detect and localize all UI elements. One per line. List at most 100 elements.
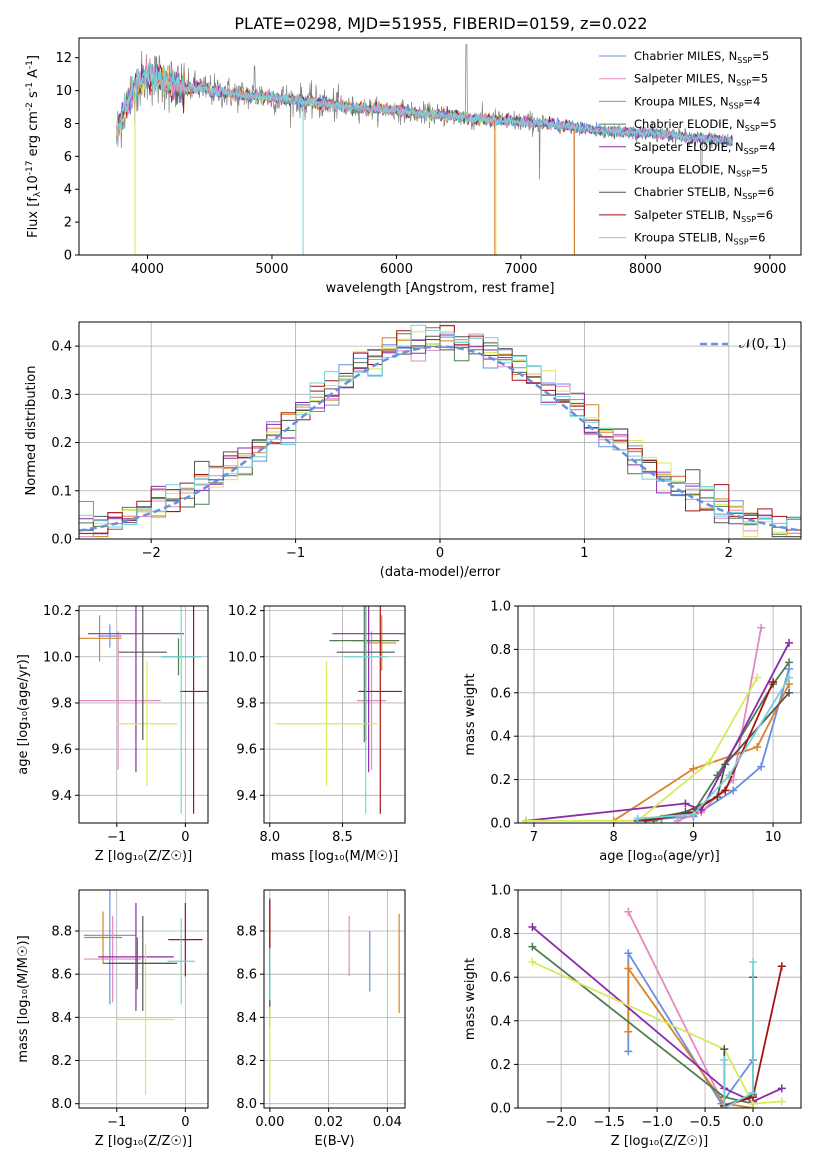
legend-name: Kroupa ELODIE, N bbox=[634, 163, 736, 177]
x-axis-label: E(B-V) bbox=[314, 1134, 354, 1149]
plot-area-weight_vs_Z bbox=[528, 907, 786, 1108]
legend-entry: Chabrier MILES, NSSP=5 bbox=[634, 49, 769, 65]
weight-marker bbox=[721, 760, 730, 769]
y-axis-label: mass weight bbox=[463, 958, 478, 1040]
y-tick-label: 8.2 bbox=[236, 1054, 257, 1069]
y-axis-label-part: -17 bbox=[25, 161, 35, 176]
weight-marker bbox=[769, 677, 778, 686]
plot-area-mass_vs_ebv bbox=[269, 898, 400, 1098]
weight-series-line bbox=[627, 950, 754, 1106]
y-tick-label: 0.2 bbox=[490, 1058, 511, 1073]
plot-area-weight_vs_age bbox=[521, 623, 794, 823]
legend-sub: SSP bbox=[734, 238, 749, 247]
weight-marker bbox=[528, 957, 537, 966]
weight-marker bbox=[624, 1027, 633, 1036]
y-axis-label-part: s bbox=[26, 91, 41, 102]
legend-name: Kroupa STELIB, N bbox=[634, 231, 734, 245]
x-tick-label: 7000 bbox=[504, 262, 537, 277]
x-axis-label: age [log₁₀(age/yr)] bbox=[599, 849, 720, 864]
legend-sub: SSP bbox=[729, 101, 744, 110]
weight-marker bbox=[725, 771, 734, 780]
weight-series-line bbox=[532, 961, 782, 1105]
legend-entry: Salpeter STELIB, NSSP=6 bbox=[634, 208, 773, 224]
weight-series-line bbox=[723, 961, 754, 1108]
x-axis-label: Z [log₁₀(Z/Z☉)] bbox=[611, 1134, 708, 1149]
y-tick-label: 1.0 bbox=[490, 884, 511, 899]
histogram-series bbox=[79, 324, 801, 539]
axes-frame bbox=[263, 889, 406, 1109]
y-tick-label: 10 bbox=[55, 84, 72, 99]
x-tick-label: −1.5 bbox=[593, 1115, 625, 1130]
x-axis-label: Z [log₁₀(Z/Z☉)] bbox=[95, 1134, 192, 1149]
legend-name: Salpeter MILES, N bbox=[634, 72, 736, 86]
x-tick-label: 0.04 bbox=[373, 1115, 402, 1130]
y-tick-label: 9.4 bbox=[236, 789, 257, 804]
weight-series-line bbox=[627, 965, 754, 1108]
weight-series-line bbox=[525, 642, 790, 822]
weight-marker bbox=[633, 814, 642, 823]
weight-marker bbox=[753, 673, 762, 682]
weight-marker bbox=[753, 743, 762, 752]
legend-n: =6 bbox=[749, 231, 766, 245]
x-tick-label: 0 bbox=[181, 1115, 189, 1130]
y-tick-label: 0.6 bbox=[490, 971, 511, 986]
x-tick-label: 0.00 bbox=[255, 1115, 284, 1130]
grid-mass_vs_ebv bbox=[264, 890, 405, 1108]
gaussian-curve bbox=[79, 345, 799, 532]
x-tick-label: −1.0 bbox=[641, 1115, 673, 1130]
axes-frame bbox=[78, 605, 209, 824]
y-tick-label: 0.6 bbox=[490, 686, 511, 701]
y-axis-label: Normed distribution bbox=[24, 366, 39, 496]
weight-marker bbox=[720, 1056, 729, 1065]
axes-frame bbox=[78, 37, 802, 256]
y-tick-label: 8.4 bbox=[51, 1011, 72, 1026]
x-axis-label: mass [log₁₀(M/M☉)] bbox=[271, 849, 398, 864]
weight-series-line bbox=[723, 977, 754, 1108]
y-axis-label-part: 10 bbox=[26, 175, 41, 192]
weight-series-line bbox=[613, 683, 790, 822]
y-tick-label: 0.2 bbox=[51, 436, 72, 451]
weight-marker bbox=[777, 962, 786, 971]
y-tick-label: 9.8 bbox=[236, 696, 257, 711]
y-tick-label: 0.0 bbox=[490, 817, 511, 832]
y-tick-label: 0.4 bbox=[490, 730, 511, 745]
weight-marker bbox=[720, 1104, 729, 1108]
y-axis-label: age [log₁₀(age/yr)] bbox=[16, 654, 31, 775]
y-tick-label: 8.6 bbox=[51, 968, 72, 983]
legend-sub: SSP bbox=[744, 147, 759, 156]
y-axis-label-part: A bbox=[26, 69, 41, 82]
legend-n: =4 bbox=[759, 140, 776, 154]
weight-marker bbox=[528, 923, 537, 932]
x-tick-label: −1 bbox=[107, 830, 126, 845]
y-axis-label-part: -1 bbox=[25, 60, 35, 69]
weight-marker bbox=[749, 957, 758, 966]
y-tick-label: 10.2 bbox=[43, 604, 72, 619]
legend-n: =4 bbox=[744, 94, 761, 108]
weight-marker bbox=[689, 764, 698, 773]
weight-marker bbox=[785, 673, 794, 682]
legend-entry: Kroupa STELIB, NSSP=6 bbox=[634, 231, 765, 247]
legend-sub: SSP bbox=[736, 170, 751, 179]
y-tick-label: 8.4 bbox=[236, 1011, 257, 1026]
x-tick-label: 1 bbox=[580, 546, 588, 561]
axes-spectrum: 4000 5000 6000 7000 8000 9000 0 2 4 6 8 10 12 wavelen… bbox=[25, 37, 802, 296]
weight-series-line bbox=[531, 926, 783, 1103]
y-tick-label: 8 bbox=[64, 117, 72, 132]
plot-area-age_vs_mass bbox=[275, 606, 405, 814]
legend-name: Chabrier STELIB, N bbox=[634, 185, 742, 199]
y-tick-label: 0.4 bbox=[490, 1014, 511, 1029]
weight-marker bbox=[528, 942, 537, 951]
weight-marker bbox=[705, 758, 714, 767]
weight-marker bbox=[624, 907, 633, 916]
axes-weight_vs_Z: −2.0 −1.5 −1.0 −0.5 0.0 0.0 0.2 0.4 0.6 0.8 1.0 Z [… bbox=[463, 884, 802, 1149]
x-tick-label: −2.0 bbox=[545, 1115, 577, 1130]
legend-n: =5 bbox=[751, 163, 768, 177]
x-tick-label: 2 bbox=[725, 546, 733, 561]
x-tick-label: 8000 bbox=[629, 262, 662, 277]
x-tick-label: 0.0 bbox=[743, 1115, 764, 1130]
x-axis-label: (data-model)/error bbox=[380, 565, 501, 580]
plot-area-mass_vs_Z bbox=[83, 890, 203, 1096]
legend-sub: SSP bbox=[742, 192, 757, 201]
y-axis-label-part: ] bbox=[26, 55, 41, 60]
